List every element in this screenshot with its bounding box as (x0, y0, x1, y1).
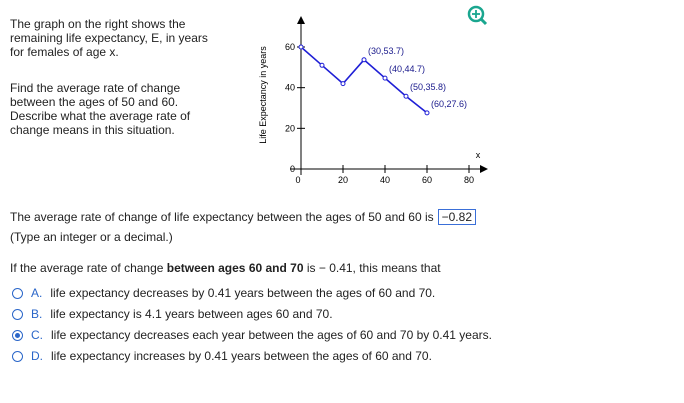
point-label: (60,27.6) (431, 99, 467, 109)
followup-bold: between ages 60 and 70 (166, 261, 304, 275)
radio[interactable] (12, 308, 23, 320)
data-point (319, 62, 325, 68)
option-letter: D. (31, 349, 43, 363)
question-line: Describe what the average rate of (10, 109, 191, 123)
x-axis-arrow (480, 165, 488, 173)
followup-text: If the average rate of change (10, 261, 167, 275)
point-label: (40,44.7) (389, 64, 425, 74)
option-text: life expectancy decreases each year betw… (51, 328, 492, 342)
followup: If the average rate of change between ag… (10, 261, 441, 275)
data-point (382, 75, 388, 81)
question-line: Find the average rate of change (10, 81, 181, 95)
data-point (298, 44, 304, 50)
data-point (424, 110, 430, 116)
option-text: life expectancy decreases by 0.41 years … (50, 286, 436, 300)
answer-box[interactable]: −0.82 (437, 209, 476, 225)
x-tick-label: 80 (464, 175, 474, 185)
option-letter: A. (31, 286, 43, 300)
y-tick-label: 60 (285, 42, 295, 52)
x-tick-label: 60 (422, 175, 432, 185)
y-axis-label: Life Expectancy in years (258, 46, 268, 144)
option[interactable]: B. life expectancy is 4.1 years between a… (12, 307, 333, 321)
question-line: between the ages of 50 and 60. (10, 95, 179, 109)
hint: (Type an integer or a decimal.) (10, 230, 173, 244)
zoom-icon[interactable] (467, 5, 488, 26)
answer-line: The average rate of change of life expec… (10, 209, 476, 225)
data-point (403, 93, 409, 99)
point-label: (30,53.7) (368, 46, 404, 56)
y-tick-label: 40 (285, 83, 295, 93)
option[interactable]: C. life expectancy decreases each year be… (12, 328, 492, 342)
option-letter: C. (31, 328, 43, 342)
chart: 0 20 40 60 0 20 40 60 80 Life Expectancy in years… (258, 5, 488, 185)
radio[interactable] (12, 287, 23, 299)
data-line (300, 46, 428, 114)
answer-prompt: The average rate of change of life expec… (10, 210, 434, 224)
option[interactable]: A. life expectancy decreases by 0.41 year… (12, 286, 435, 300)
x-axis-label: x (476, 150, 481, 160)
data-point (361, 57, 367, 63)
y-tick-label: 0 (290, 164, 295, 174)
option-letter: B. (31, 307, 43, 321)
x-tick-label: 0 (295, 175, 300, 185)
option-text: life expectancy increases by 0.41 years … (51, 349, 432, 363)
question-line: for females of age x. (10, 45, 119, 59)
radio[interactable] (12, 350, 23, 362)
y-tick-label: 20 (285, 123, 295, 133)
followup-text: is − 0.41, this means that (303, 261, 441, 275)
point-label: (50,35.8) (410, 82, 446, 92)
y-axis-arrow (297, 16, 305, 24)
option[interactable]: D. life expectancy increases by 0.41 year… (12, 349, 432, 363)
question-line: remaining life expectancy, E, in years (10, 31, 208, 45)
radio[interactable] (12, 329, 23, 341)
option-text: life expectancy is 4.1 years between age… (50, 307, 333, 321)
data-point (340, 81, 346, 87)
question-line: The graph on the right shows the (10, 17, 186, 31)
question-line: change means in this situation. (10, 123, 175, 137)
x-tick-label: 40 (380, 175, 390, 185)
x-tick-label: 20 (338, 175, 348, 185)
